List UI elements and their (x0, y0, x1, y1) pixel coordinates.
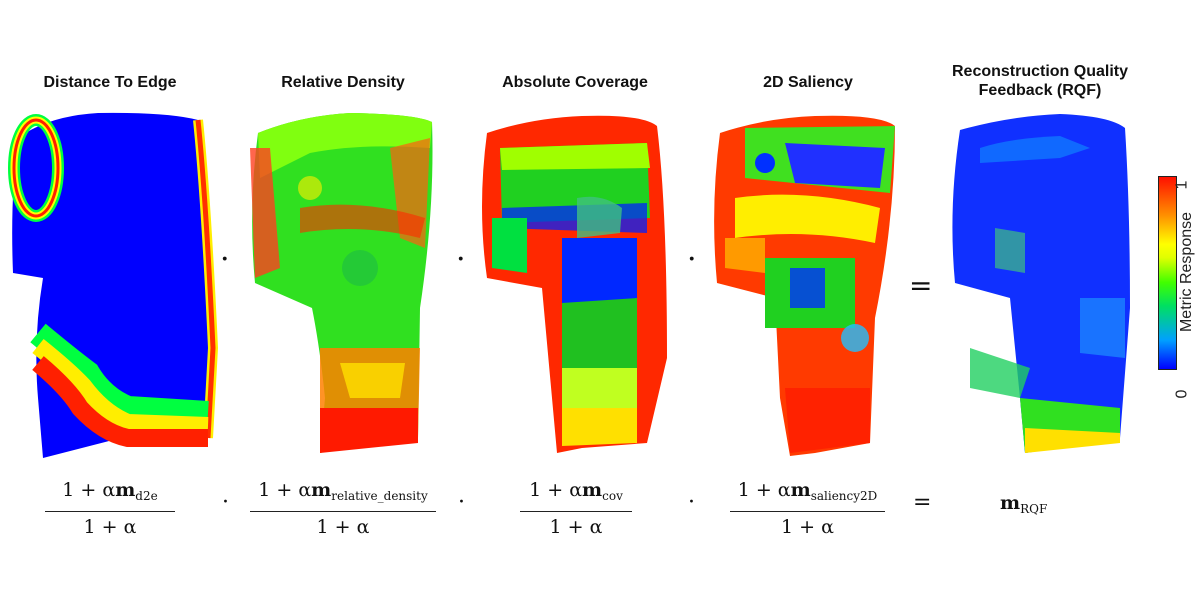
colorbar-max-label: 1 (1173, 180, 1191, 190)
formula-cov-numerator: 1 + αmcov (520, 478, 632, 512)
formula-saliency-numerator: 1 + αmsaliency2D (730, 478, 885, 512)
formula-relative-density: 1 + αmrelative_density 1 + α (250, 478, 436, 539)
formula-multiply-2: · (458, 490, 465, 515)
panel-title-relative-density: Relative Density (281, 74, 405, 91)
panel-title-distance-to-edge: Distance To Edge (43, 74, 177, 91)
panel-title-rqf-line2: Feedback (RQF) (978, 82, 1102, 99)
formula-equals: = (913, 490, 932, 515)
formula-cov-denominator: 1 + α (549, 516, 603, 538)
colorbar-label: Metric Response (1178, 211, 1195, 333)
panel-title-2d-saliency: 2D Saliency (763, 74, 853, 91)
formula-cov: 1 + αmcov 1 + α (520, 478, 632, 539)
formula-d2e: 1 + αmd2e 1 + α (45, 478, 175, 539)
formula-relative-density-denominator: 1 + α (316, 516, 370, 538)
multiply-operator-3: · (687, 242, 697, 277)
formula-d2e-numerator: 1 + αmd2e (45, 478, 175, 512)
panel-title-absolute-coverage: Absolute Coverage (502, 74, 648, 91)
absolute-coverage-heatmap (472, 108, 682, 463)
distance-to-edge-heatmap (8, 108, 218, 463)
formula-multiply-3: · (688, 490, 695, 515)
panel-title-rqf: Reconstruction Quality Feedback (RQF) (920, 62, 1160, 100)
equals-operator: = (909, 269, 933, 302)
formula-rqf: mRQF (1000, 492, 1048, 516)
formula-saliency-denominator: 1 + α (781, 516, 834, 538)
multiply-operator-2: · (456, 242, 466, 277)
rqf-heatmap (940, 108, 1150, 463)
multiply-operator-1: · (220, 242, 230, 277)
saliency-2d-heatmap (705, 108, 915, 463)
formula-multiply-1: · (222, 490, 229, 515)
colorbar-min-label: 0 (1173, 389, 1191, 399)
formula-d2e-denominator: 1 + α (83, 516, 137, 538)
formula-saliency: 1 + αmsaliency2D 1 + α (730, 478, 885, 539)
formula-relative-density-numerator: 1 + αmrelative_density (250, 478, 436, 512)
colorbar (1158, 176, 1177, 370)
panel-title-rqf-line1: Reconstruction Quality (951, 63, 1129, 80)
relative-density-heatmap (240, 108, 450, 463)
